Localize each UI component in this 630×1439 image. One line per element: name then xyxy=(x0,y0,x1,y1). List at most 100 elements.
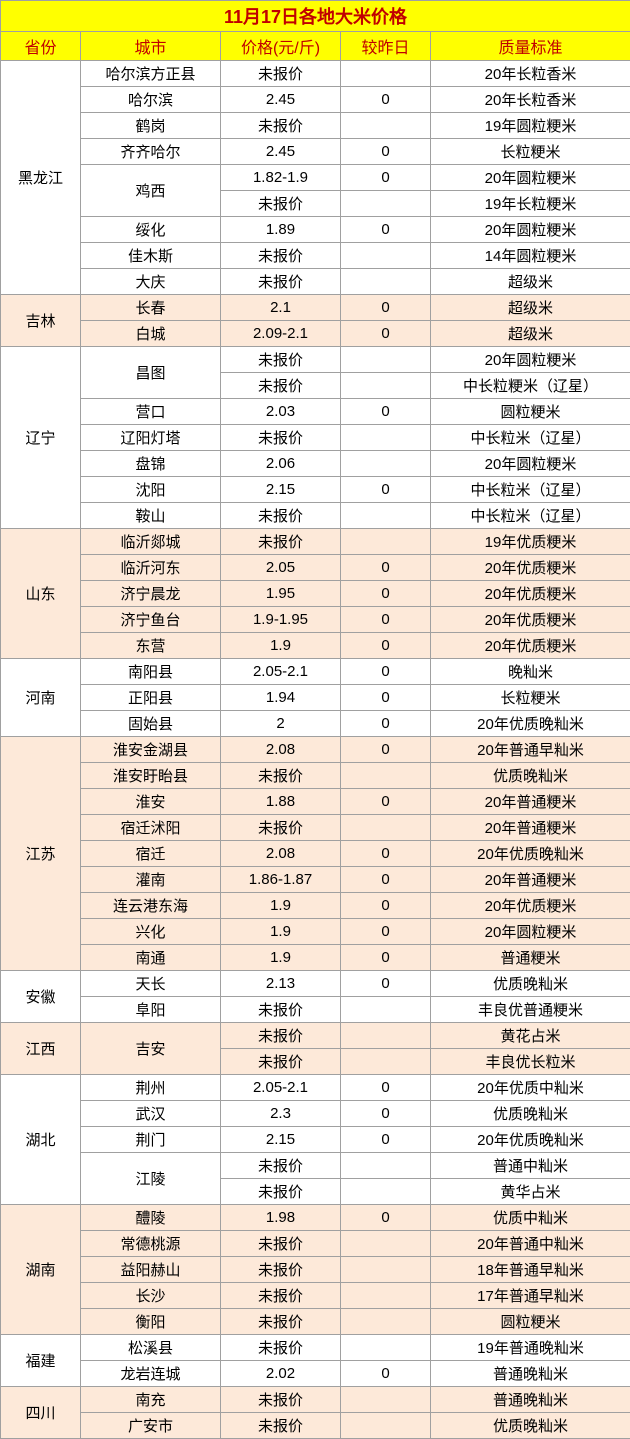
city-cell: 天长 xyxy=(81,971,221,997)
price-cell: 2.13 xyxy=(221,971,341,997)
city-cell: 临沂郯城 xyxy=(81,529,221,555)
price-cell: 未报价 xyxy=(221,1257,341,1283)
table-row: 固始县2020年优质晚籼米 xyxy=(1,711,630,737)
price-cell: 未报价 xyxy=(221,243,341,269)
standard-cell: 20年普通早籼米 xyxy=(431,737,630,763)
price-cell: 2.05 xyxy=(221,555,341,581)
table-row: 湖北荆州2.05-2.1020年优质中籼米 xyxy=(1,1075,630,1101)
price-cell: 2.15 xyxy=(221,477,341,503)
price-cell: 未报价 xyxy=(221,113,341,139)
change-cell xyxy=(341,1049,431,1075)
change-cell: 0 xyxy=(341,1205,431,1231)
change-cell xyxy=(341,1387,431,1413)
change-cell xyxy=(341,1153,431,1179)
price-cell: 未报价 xyxy=(221,1335,341,1361)
table-row: 盘锦2.0620年圆粒粳米 xyxy=(1,451,630,477)
price-cell: 2.45 xyxy=(221,139,341,165)
table-row: 河南南阳县2.05-2.10晚籼米 xyxy=(1,659,630,685)
price-cell: 未报价 xyxy=(221,1023,341,1049)
table-row: 江西吉安未报价黄花占米 xyxy=(1,1023,630,1049)
standard-cell: 17年普通早籼米 xyxy=(431,1283,630,1309)
price-cell: 未报价 xyxy=(221,61,341,87)
table-row: 大庆未报价超级米 xyxy=(1,269,630,295)
change-cell: 0 xyxy=(341,217,431,243)
price-cell: 未报价 xyxy=(221,1283,341,1309)
price-cell: 1.86-1.87 xyxy=(221,867,341,893)
price-cell: 未报价 xyxy=(221,815,341,841)
price-cell: 未报价 xyxy=(221,269,341,295)
standard-cell: 优质晚籼米 xyxy=(431,1101,630,1127)
standard-cell: 14年圆粒粳米 xyxy=(431,243,630,269)
city-cell: 绥化 xyxy=(81,217,221,243)
price-cell: 未报价 xyxy=(221,1309,341,1335)
change-cell: 0 xyxy=(341,1127,431,1153)
change-cell xyxy=(341,1257,431,1283)
city-cell: 衡阳 xyxy=(81,1309,221,1335)
price-cell: 未报价 xyxy=(221,1413,341,1439)
price-cell: 1.9-1.95 xyxy=(221,607,341,633)
city-cell: 正阳县 xyxy=(81,685,221,711)
standard-cell: 长粒粳米 xyxy=(431,685,630,711)
table-row: 黑龙江哈尔滨方正县未报价20年长粒香米 xyxy=(1,61,630,87)
standard-cell: 19年优质粳米 xyxy=(431,529,630,555)
change-cell: 0 xyxy=(341,477,431,503)
city-cell: 龙岩连城 xyxy=(81,1361,221,1387)
city-cell: 固始县 xyxy=(81,711,221,737)
change-cell xyxy=(341,451,431,477)
city-cell: 昌图 xyxy=(81,347,221,399)
standard-cell: 优质晚籼米 xyxy=(431,971,630,997)
change-cell xyxy=(341,269,431,295)
city-cell: 淮安盱眙县 xyxy=(81,763,221,789)
table-row: 宿迁2.08020年优质晚籼米 xyxy=(1,841,630,867)
table-row: 山东临沂郯城未报价19年优质粳米 xyxy=(1,529,630,555)
price-cell: 1.9 xyxy=(221,919,341,945)
province-cell: 福建 xyxy=(1,1335,81,1387)
change-cell xyxy=(341,997,431,1023)
table-row: 湖南醴陵1.980优质中籼米 xyxy=(1,1205,630,1231)
standard-cell: 优质晚籼米 xyxy=(431,763,630,789)
standard-cell: 20年圆粒粳米 xyxy=(431,919,630,945)
table-row: 江苏淮安金湖县2.08020年普通早籼米 xyxy=(1,737,630,763)
city-cell: 江陵 xyxy=(81,1153,221,1205)
city-cell: 宿迁沭阳 xyxy=(81,815,221,841)
price-cell: 2.03 xyxy=(221,399,341,425)
province-cell: 四川 xyxy=(1,1387,81,1439)
city-cell: 哈尔滨方正县 xyxy=(81,61,221,87)
change-cell xyxy=(341,191,431,217)
change-cell xyxy=(341,61,431,87)
city-cell: 南阳县 xyxy=(81,659,221,685)
price-cell: 未报价 xyxy=(221,1231,341,1257)
standard-cell: 19年圆粒粳米 xyxy=(431,113,630,139)
province-cell: 辽宁 xyxy=(1,347,81,529)
city-cell: 阜阳 xyxy=(81,997,221,1023)
price-cell: 2.3 xyxy=(221,1101,341,1127)
city-cell: 宿迁 xyxy=(81,841,221,867)
change-cell: 0 xyxy=(341,737,431,763)
table-row: 福建松溪县未报价19年普通晚籼米 xyxy=(1,1335,630,1361)
city-cell: 鹤岗 xyxy=(81,113,221,139)
table-row: 佳木斯未报价14年圆粒粳米 xyxy=(1,243,630,269)
change-cell xyxy=(341,1023,431,1049)
table-row: 沈阳2.150中长粒米（辽星） xyxy=(1,477,630,503)
price-cell: 2.15 xyxy=(221,1127,341,1153)
city-cell: 荆门 xyxy=(81,1127,221,1153)
change-cell xyxy=(341,763,431,789)
change-cell: 0 xyxy=(341,867,431,893)
change-cell: 0 xyxy=(341,789,431,815)
price-cell: 1.89 xyxy=(221,217,341,243)
price-cell: 未报价 xyxy=(221,373,341,399)
change-cell xyxy=(341,425,431,451)
city-cell: 常德桃源 xyxy=(81,1231,221,1257)
table-row: 济宁鱼台1.9-1.95020年优质粳米 xyxy=(1,607,630,633)
city-cell: 南通 xyxy=(81,945,221,971)
standard-cell: 20年优质粳米 xyxy=(431,893,630,919)
price-cell: 2.45 xyxy=(221,87,341,113)
change-cell: 0 xyxy=(341,321,431,347)
change-cell xyxy=(341,1231,431,1257)
table-row: 广安市未报价优质晚籼米 xyxy=(1,1413,630,1439)
standard-cell: 超级米 xyxy=(431,321,630,347)
province-cell: 湖南 xyxy=(1,1205,81,1335)
city-cell: 大庆 xyxy=(81,269,221,295)
price-cell: 未报价 xyxy=(221,1049,341,1075)
standard-cell: 普通晚籼米 xyxy=(431,1387,630,1413)
